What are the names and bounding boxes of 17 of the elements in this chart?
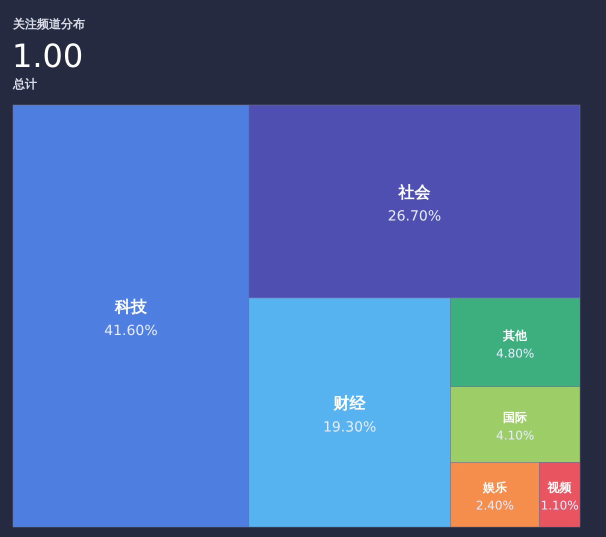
text: 1.00 — [12, 37, 84, 75]
data-label: 2.40% — [476, 498, 514, 513]
data-label: 19.30% — [322, 419, 376, 436]
text: 总计 — [12, 77, 37, 91]
category-label: 娱乐 — [482, 480, 507, 495]
data-label: 26.70% — [388, 208, 442, 224]
data-label: 1.10% — [540, 498, 579, 513]
data-label: 4.80% — [496, 346, 534, 360]
category-label: 国际 — [503, 410, 528, 424]
category-label: 社会 — [397, 182, 432, 202]
category-label: 科技 — [114, 297, 148, 316]
category-label: 财经 — [332, 393, 367, 412]
data-label: 4.10% — [496, 428, 534, 442]
data-label: 41.60% — [104, 323, 158, 339]
category-label: 视频 — [546, 480, 573, 495]
text: 关注频道分布 — [12, 17, 85, 31]
category-label: 其他 — [502, 328, 528, 342]
